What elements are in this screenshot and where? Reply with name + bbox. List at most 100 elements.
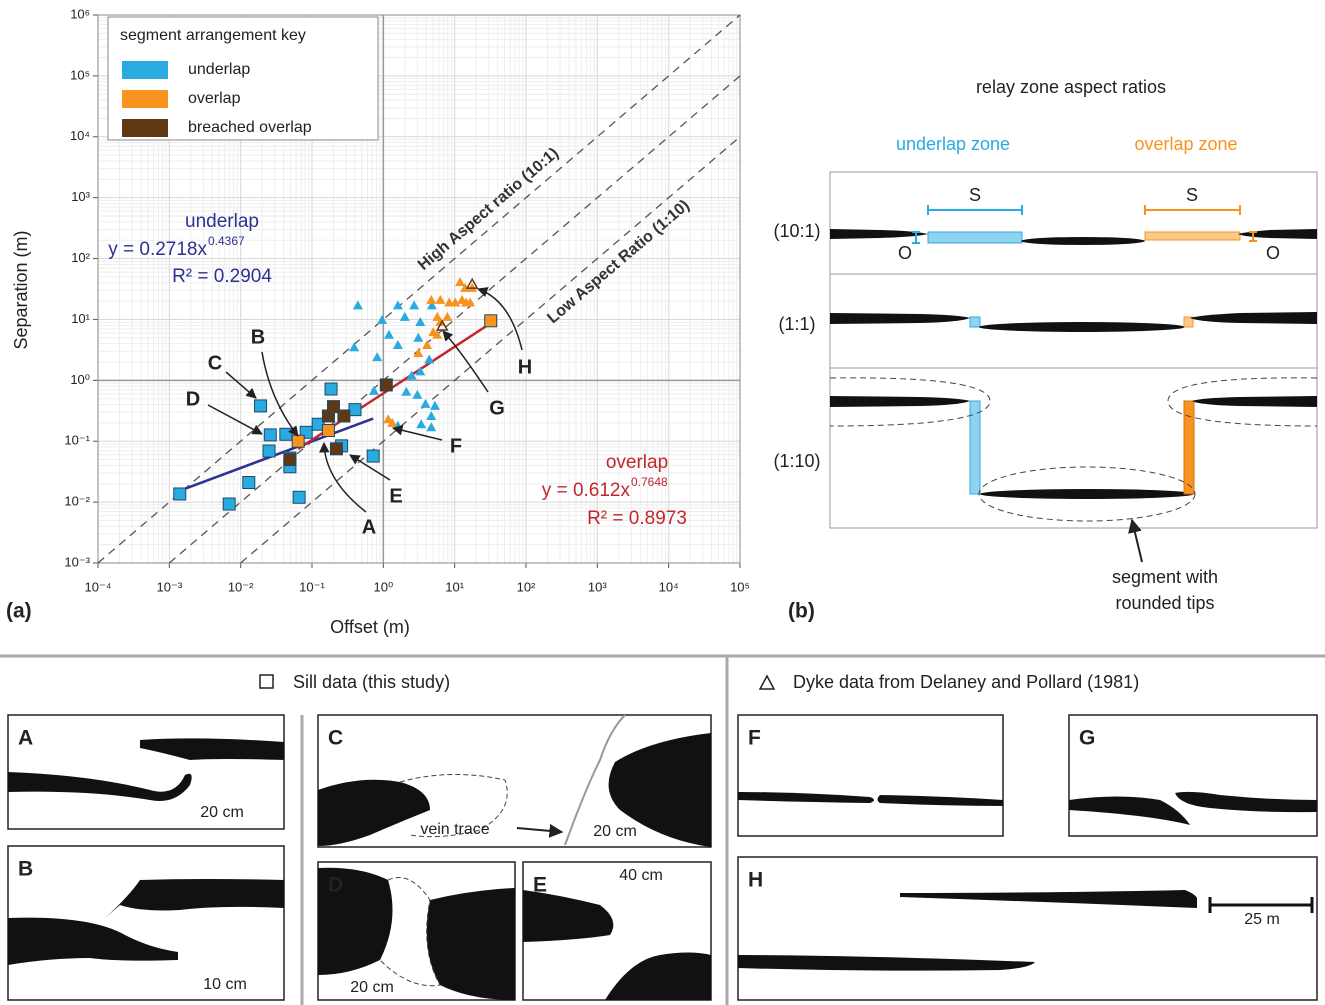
photo-letter: B — [18, 858, 33, 881]
sill-point — [262, 444, 276, 458]
dyke-point — [435, 294, 446, 304]
legend-label: underlap — [188, 61, 250, 78]
dashed-margin — [379, 877, 441, 987]
intrusion — [318, 867, 393, 975]
y-tick-label: 10⁶ — [70, 6, 90, 21]
x-tick-label: 10⁻¹ — [299, 579, 325, 594]
section-header: Dyke data from Delaney and Pollard (1981… — [793, 672, 1139, 692]
intrusion — [1175, 791, 1317, 813]
overlap-zone — [1183, 316, 1194, 328]
dyke-point — [387, 417, 398, 427]
photo-letter: E — [533, 874, 547, 897]
row-label: (10:1) — [773, 221, 820, 241]
fit-title: underlap — [185, 211, 259, 232]
photo-letter: D — [328, 874, 343, 897]
x-tick-label: 10⁻⁴ — [85, 579, 112, 594]
dyke-icon — [758, 674, 776, 690]
dyke-point — [416, 419, 427, 429]
intrusion — [738, 792, 874, 803]
scale-label: 20 cm — [350, 979, 394, 996]
panel-label: (b) — [788, 600, 815, 623]
row-label: (1:1) — [778, 314, 815, 334]
scale-label: 40 cm — [619, 867, 663, 884]
legend-label: breached overlap — [188, 119, 312, 136]
dyke-point — [429, 400, 440, 410]
dyke-point — [432, 329, 443, 339]
fit-equation: y = 0.612x — [542, 480, 631, 501]
photo-note: vein trace — [420, 821, 489, 838]
sill-point — [366, 449, 380, 463]
sill-point — [379, 378, 393, 392]
annotation: E — [389, 485, 402, 507]
x-tick-label: 10² — [517, 579, 536, 594]
dyke-point — [409, 300, 420, 310]
annotation: H — [518, 356, 532, 378]
annotation-arrow — [225, 371, 257, 399]
underlap-zone — [927, 231, 1023, 244]
y-tick-label: 10⁵ — [70, 67, 90, 82]
annotation-arrow — [442, 330, 489, 393]
photo-letter: F — [748, 727, 761, 750]
legend-swatch — [122, 61, 168, 79]
segment — [979, 322, 1185, 332]
fit-r-squared: R² = 0.2904 — [172, 266, 272, 287]
scale-label: 20 cm — [200, 804, 244, 821]
row-label: (1:10) — [773, 451, 820, 471]
arrow — [1128, 518, 1143, 563]
legend: segment arrangement key underlap overlap br… — [107, 16, 379, 141]
sill-point — [291, 434, 305, 448]
annotation: A — [362, 516, 376, 538]
legend-swatch — [122, 119, 168, 137]
panel-label: (a) — [6, 600, 32, 623]
x-tick-label: 10⁴ — [659, 579, 679, 594]
sill-point — [279, 427, 293, 441]
dyke-point — [372, 352, 383, 362]
scale-label: 10 cm — [203, 976, 247, 993]
ratio-line — [240, 136, 741, 564]
dyke-point — [435, 316, 446, 326]
dyke-point — [401, 386, 412, 396]
dyke-point — [424, 354, 435, 364]
sill-point — [263, 428, 277, 442]
dyke-point — [426, 422, 437, 432]
intrusion — [318, 779, 430, 846]
overlap-zone — [1183, 400, 1195, 495]
intrusion — [877, 795, 1003, 806]
dyke-point — [412, 389, 423, 399]
x-tick-label: 10⁻² — [228, 579, 254, 594]
annotation: G — [489, 397, 505, 419]
sill-point — [348, 403, 362, 417]
segment — [1021, 237, 1145, 245]
segment — [1238, 229, 1317, 239]
dyke-point — [467, 282, 478, 292]
scale-bar — [1208, 897, 1314, 913]
plot-frame — [97, 14, 741, 564]
annotation-arrow — [349, 454, 391, 481]
intrusion — [900, 890, 1197, 908]
zone-label: underlap zone — [896, 134, 1010, 154]
sill-point — [254, 399, 268, 413]
dyke-point — [369, 385, 380, 395]
fit-exponent: 0.7648 — [631, 475, 668, 489]
intrusion — [8, 772, 192, 801]
dyke-point — [415, 366, 426, 376]
y-tick-label: 10⁻³ — [64, 554, 90, 569]
rounded-tip — [1167, 377, 1318, 427]
sill-point — [484, 314, 498, 328]
annotation-arrow — [391, 425, 443, 441]
segment — [830, 396, 970, 407]
y-tick-label: 10¹ — [71, 311, 90, 326]
photo-letter: C — [328, 727, 343, 750]
intrusion — [608, 733, 711, 847]
vein-trace — [564, 714, 626, 846]
photo-letter: A — [18, 727, 33, 750]
dyke-point — [352, 300, 363, 310]
dyke-point — [442, 311, 453, 321]
dyke-point — [406, 370, 417, 380]
note: rounded tips — [1115, 593, 1214, 613]
dyke-point — [426, 410, 437, 420]
ratio-line — [97, 14, 741, 564]
y-tick-label: 10⁴ — [70, 128, 90, 143]
plot: 10⁻⁴ 10⁻³ 10⁻² 10⁻¹ 10⁰ 10¹ 10² 10³ 10⁴ 10⁵ 10⁻³ 10… — [64, 6, 750, 594]
